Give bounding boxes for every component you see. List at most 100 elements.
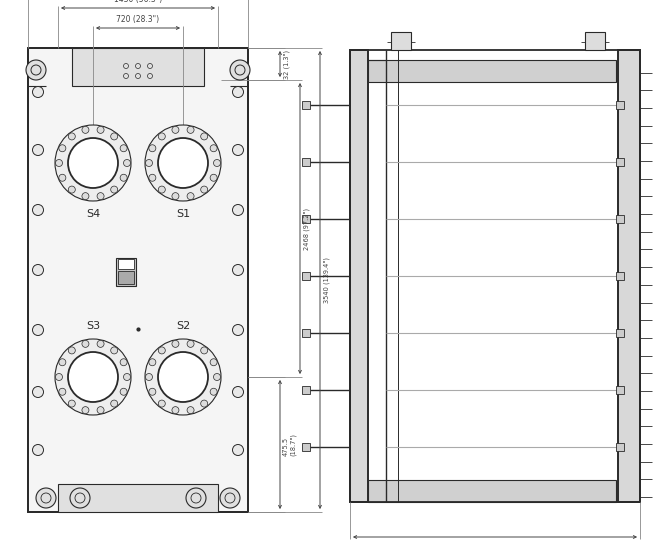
- Circle shape: [210, 145, 217, 152]
- Circle shape: [120, 145, 127, 152]
- Circle shape: [33, 325, 43, 335]
- Bar: [616, 443, 624, 451]
- Bar: [116, 258, 136, 286]
- Circle shape: [110, 133, 118, 140]
- Circle shape: [233, 145, 243, 156]
- Circle shape: [68, 347, 75, 354]
- Bar: [302, 215, 310, 223]
- Bar: [302, 443, 310, 451]
- Circle shape: [149, 174, 156, 181]
- Bar: [368, 480, 616, 502]
- Circle shape: [33, 205, 43, 215]
- Bar: [616, 272, 624, 280]
- Circle shape: [110, 186, 118, 193]
- Circle shape: [124, 159, 130, 166]
- Bar: [28, 48, 248, 512]
- Circle shape: [68, 133, 75, 140]
- Circle shape: [97, 193, 104, 200]
- Circle shape: [33, 265, 43, 275]
- Circle shape: [201, 400, 207, 407]
- Bar: [28, 48, 248, 512]
- Bar: [118, 259, 134, 269]
- Circle shape: [59, 388, 66, 395]
- Circle shape: [149, 359, 156, 366]
- Circle shape: [145, 125, 221, 201]
- Circle shape: [210, 174, 217, 181]
- Text: 3540 (139.4"): 3540 (139.4"): [323, 257, 329, 303]
- Circle shape: [120, 359, 127, 366]
- Circle shape: [158, 138, 208, 188]
- Text: S2: S2: [176, 321, 190, 331]
- Bar: [350, 50, 368, 502]
- Bar: [618, 50, 640, 502]
- Circle shape: [233, 265, 243, 275]
- Circle shape: [70, 488, 90, 508]
- Circle shape: [210, 359, 217, 366]
- Circle shape: [68, 400, 75, 407]
- Circle shape: [82, 126, 89, 133]
- Text: S3: S3: [86, 321, 100, 331]
- Circle shape: [233, 86, 243, 98]
- Circle shape: [55, 374, 63, 381]
- Circle shape: [233, 387, 243, 397]
- Circle shape: [33, 387, 43, 397]
- Circle shape: [124, 374, 130, 381]
- Circle shape: [82, 193, 89, 200]
- Circle shape: [110, 347, 118, 354]
- Circle shape: [82, 407, 89, 414]
- Circle shape: [97, 340, 104, 347]
- Bar: [302, 158, 310, 166]
- Circle shape: [172, 126, 179, 133]
- Circle shape: [149, 388, 156, 395]
- Circle shape: [146, 159, 152, 166]
- Bar: [302, 101, 310, 109]
- Circle shape: [186, 488, 206, 508]
- Circle shape: [120, 388, 127, 395]
- Circle shape: [230, 60, 250, 80]
- Bar: [616, 101, 624, 109]
- Circle shape: [213, 159, 221, 166]
- Bar: [302, 272, 310, 280]
- Bar: [616, 386, 624, 394]
- Circle shape: [158, 400, 166, 407]
- Text: S1: S1: [176, 209, 190, 219]
- Circle shape: [55, 125, 131, 201]
- Circle shape: [187, 126, 194, 133]
- Circle shape: [201, 133, 207, 140]
- Circle shape: [187, 407, 194, 414]
- Circle shape: [36, 488, 56, 508]
- Circle shape: [213, 374, 221, 381]
- Circle shape: [220, 488, 240, 508]
- Circle shape: [68, 352, 118, 402]
- Circle shape: [172, 340, 179, 347]
- Circle shape: [233, 325, 243, 335]
- Bar: [616, 329, 624, 337]
- Circle shape: [172, 193, 179, 200]
- Circle shape: [158, 347, 166, 354]
- Circle shape: [233, 444, 243, 456]
- Circle shape: [201, 347, 207, 354]
- Circle shape: [110, 400, 118, 407]
- Bar: [118, 271, 134, 284]
- Bar: [302, 386, 310, 394]
- Circle shape: [26, 60, 46, 80]
- Circle shape: [68, 138, 118, 188]
- Circle shape: [82, 340, 89, 347]
- Circle shape: [33, 86, 43, 98]
- Bar: [618, 50, 640, 502]
- Circle shape: [59, 174, 66, 181]
- Bar: [616, 158, 624, 166]
- Circle shape: [210, 388, 217, 395]
- Circle shape: [201, 186, 207, 193]
- Bar: [350, 50, 640, 502]
- Text: 475.5
(18.7"): 475.5 (18.7"): [283, 433, 297, 456]
- Circle shape: [59, 145, 66, 152]
- Bar: [368, 60, 616, 82]
- Text: S4: S4: [86, 209, 100, 219]
- Circle shape: [146, 374, 152, 381]
- Circle shape: [68, 186, 75, 193]
- Circle shape: [55, 159, 63, 166]
- Circle shape: [145, 339, 221, 415]
- Circle shape: [33, 444, 43, 456]
- Bar: [391, 32, 411, 50]
